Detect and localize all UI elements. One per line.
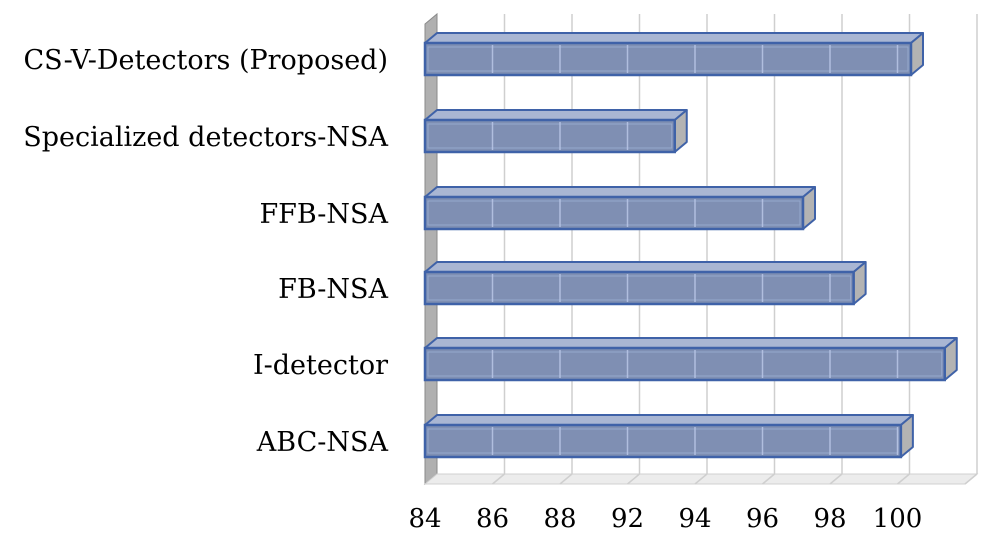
bar-front-face xyxy=(423,118,676,154)
category-axis: CS-V-Detectors (Proposed) Specialized det… xyxy=(23,45,388,458)
category-label: ABC-NSA xyxy=(256,427,389,458)
tick-label: 84 xyxy=(408,504,441,534)
category-label: Specialized detectors-NSA xyxy=(23,122,388,153)
bar-front-face xyxy=(423,346,946,382)
bar-highlight xyxy=(427,123,673,149)
tick-label: 96 xyxy=(746,504,779,534)
bar-top-face xyxy=(424,337,958,349)
bar-top-face xyxy=(424,109,688,121)
bar-highlight xyxy=(427,200,801,226)
gridline-floor xyxy=(762,473,775,485)
gridline-floor xyxy=(897,473,910,485)
bar-highlight xyxy=(427,351,943,377)
gridlines xyxy=(492,14,978,485)
chart-back-wall xyxy=(423,12,979,486)
gridline-floor xyxy=(829,473,843,485)
tick-label: 92 xyxy=(611,504,644,534)
tick-label: 100 xyxy=(873,504,923,534)
bar xyxy=(423,337,958,382)
bar-top-face xyxy=(424,32,924,44)
bar-front-face xyxy=(423,270,855,306)
gridline-floor xyxy=(559,473,573,485)
bar xyxy=(423,32,924,77)
bar-top-face xyxy=(424,186,816,198)
bar xyxy=(423,414,914,459)
category-label: FB-NSA xyxy=(278,274,388,305)
value-axis: 84 86 88 92 94 96 98 100 xyxy=(408,504,922,534)
side-wall xyxy=(424,12,438,486)
tick-label: 88 xyxy=(543,504,576,534)
category-label: CS-V-Detectors (Proposed) xyxy=(23,45,388,76)
bar-front-face xyxy=(423,423,903,459)
tick-label: 86 xyxy=(476,504,509,534)
gridline-floor xyxy=(964,473,978,485)
bar-top-face xyxy=(424,261,867,273)
bar xyxy=(423,109,688,154)
bar-front-face xyxy=(423,195,805,231)
bar-series xyxy=(423,32,958,459)
category-label: FFB-NSA xyxy=(259,199,388,230)
gridline-floor xyxy=(627,473,640,485)
bar xyxy=(423,186,816,231)
bar xyxy=(423,261,867,306)
tick-label: 94 xyxy=(678,504,711,534)
bar-top-face xyxy=(424,414,914,426)
category-label: I-detector xyxy=(253,350,388,381)
bar-highlight xyxy=(427,275,852,301)
bar-highlight xyxy=(427,46,909,72)
gridline-floor xyxy=(492,473,505,485)
gridline-floor xyxy=(694,473,708,485)
tick-label: 98 xyxy=(813,504,846,534)
bar-front-face xyxy=(423,41,913,77)
